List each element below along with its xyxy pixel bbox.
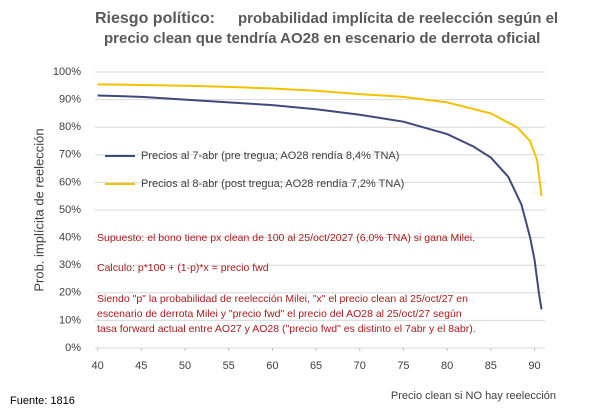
y-tick-label: 0% (65, 342, 81, 354)
x-tick-label: 55 (223, 360, 235, 372)
x-tick-label: 40 (91, 360, 103, 372)
series-line (97, 83, 543, 197)
annotation: escenario de derrota Milei y "precio fwd… (97, 308, 462, 320)
chart-title: probabilidad implícita de reelección seg… (238, 10, 558, 27)
x-tick-label: 70 (354, 360, 366, 372)
x-tick-label: 80 (441, 360, 453, 372)
annotation: tasa forward actual entre AO27 y AO28 ("… (97, 323, 476, 335)
x-tick-label: 90 (528, 360, 540, 372)
source: Fuente: 1816 (10, 395, 75, 407)
x-tick-label: 75 (397, 360, 409, 372)
x-tick-label: 60 (266, 360, 278, 372)
series-line (97, 94, 543, 310)
y-tick-label: 70% (59, 149, 81, 161)
annotation: Siendo "p" la probabilidad de reelección… (97, 293, 468, 305)
y-tick-label: 30% (59, 259, 81, 271)
x-tick-label: 50 (179, 360, 191, 372)
x-tick-label: 65 (310, 360, 322, 372)
legend-label: Precios al 7-abr (pre tregua; AO28 rendí… (141, 150, 399, 162)
x-axis-label: Precio clean si NO hay reelección (391, 390, 556, 402)
annotation: Calculo: p*100 + (1-p)*x = precio fwd (97, 262, 269, 274)
y-tick-label: 100% (53, 66, 81, 78)
y-tick-label: 40% (59, 232, 81, 244)
x-tick-label: 85 (485, 360, 497, 372)
y-axis-label: Prob. implícita de reelección (31, 128, 46, 291)
y-tick-label: 50% (59, 204, 81, 216)
y-tick-label: 90% (59, 94, 81, 106)
legend-label: Precios al 8-abr (post tregua; AO28 rend… (141, 178, 404, 190)
y-tick-label: 20% (59, 287, 81, 299)
annotation: Supuesto: el bono tiene px clean de 100 … (97, 232, 475, 244)
chart-title: precio clean que tendría AO28 en escenar… (104, 30, 540, 47)
y-tick-label: 80% (59, 121, 81, 133)
y-tick-label: 60% (59, 176, 81, 188)
y-tick-label: 10% (59, 314, 81, 326)
x-tick-label: 45 (135, 360, 147, 372)
chart-title-lead: Riesgo político: (95, 10, 215, 27)
